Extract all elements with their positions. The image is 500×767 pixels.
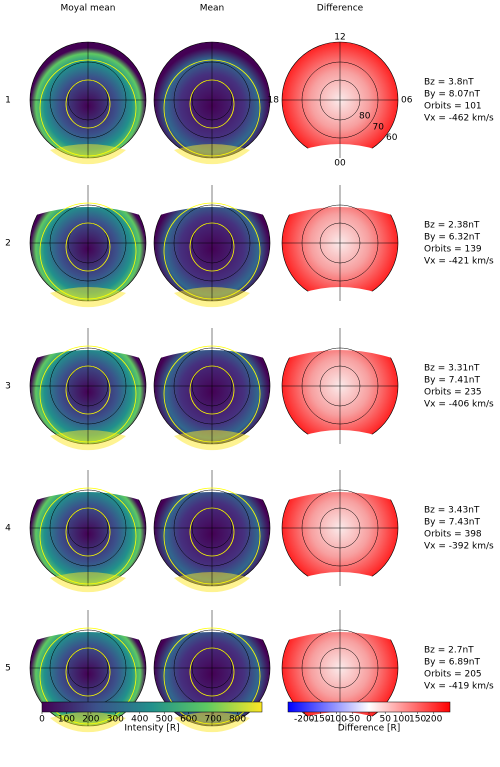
oval-boundary (39, 202, 137, 300)
parameter: Bz = 3.43nT (424, 506, 480, 516)
colorbar-tick-label: 100 (58, 715, 75, 725)
parameter: Bz = 3.31nT (424, 364, 480, 374)
parameter: By = 7.41nT (424, 376, 481, 386)
parameter: Orbits = 101 (424, 102, 482, 112)
colorbar (287, 701, 451, 713)
oval-boundary (39, 627, 137, 725)
parameter: By = 8.07nT (424, 90, 481, 100)
row-label: 1 (5, 96, 11, 106)
column-title: Difference (317, 4, 364, 14)
oval-boundary (163, 345, 261, 443)
row-label: 5 (5, 664, 11, 674)
parameter: Bz = 2.38nT (424, 221, 480, 231)
oval-boundary (163, 487, 261, 585)
colorbar-tick-label: 150 (409, 715, 426, 725)
oval-boundary (39, 59, 137, 157)
colorbar-tick-label: 600 (180, 715, 197, 725)
colorbar-tick-label: 200 (425, 715, 442, 725)
colorbar-tick-label: -200 (294, 715, 315, 725)
colorbar-label: Difference [R] (338, 724, 401, 734)
oval-boundary (65, 222, 111, 272)
parameter: Bz = 2.7nT (424, 646, 474, 656)
colorbar-tick-label: 0 (39, 715, 45, 725)
oval-boundary (189, 222, 235, 272)
panels: Moyal mean Mean Difference 1 Bz = 3.8nT By = … (5, 4, 494, 734)
parameter: Vx = -462 km/s (424, 114, 494, 124)
parameter: Vx = -421 km/s (424, 257, 494, 267)
colorbar-tick-label: 100 (393, 715, 410, 725)
polar-label: 06 (401, 96, 413, 106)
oval-boundary (39, 345, 137, 443)
oval-boundary (189, 647, 235, 697)
polar-label: 60 (386, 133, 398, 143)
polar-label: 18 (268, 96, 280, 106)
oval-boundary (65, 79, 111, 129)
parameter: Vx = -392 km/s (424, 542, 494, 552)
oval-boundary (39, 487, 137, 585)
row-label: 2 (5, 239, 11, 249)
oval-boundary (189, 507, 235, 557)
oval-boundary (65, 365, 111, 415)
parameter: Orbits = 139 (424, 245, 482, 255)
oval-boundary (163, 59, 261, 157)
colorbar-tick-label: 400 (131, 715, 148, 725)
colorbar (41, 701, 263, 713)
parameter: Bz = 3.8nT (424, 78, 474, 88)
row-label: 3 (5, 382, 11, 392)
polar-label: 80 (359, 112, 371, 122)
oval-boundary (189, 79, 235, 129)
colorbar-tick-label: -100 (326, 715, 347, 725)
parameter: Orbits = 398 (424, 530, 482, 540)
parameter: By = 6.32nT (424, 233, 481, 243)
parameter: By = 6.89nT (424, 658, 481, 668)
column-title: Mean (200, 4, 225, 14)
oval-boundary (163, 202, 261, 300)
colorbar-tick-label: -50 (345, 715, 360, 725)
colorbar-tick-label: 200 (82, 715, 99, 725)
polar-label: 70 (373, 122, 385, 132)
oval-boundary (189, 365, 235, 415)
colorbar-tick-label: 300 (107, 715, 124, 725)
polar-label: 00 (334, 159, 346, 169)
row-label: 4 (5, 524, 11, 534)
polar-label: 12 (334, 33, 345, 43)
colorbar-tick-label: -150 (310, 715, 331, 725)
parameter: Vx = -419 km/s (424, 682, 494, 692)
parameter: Orbits = 205 (424, 670, 482, 680)
colorbar-tick-label: 800 (229, 715, 246, 725)
parameter: By = 7.43nT (424, 518, 481, 528)
colorbar-tick-label: 700 (205, 715, 222, 725)
oval-boundary (65, 647, 111, 697)
oval-boundary (65, 507, 111, 557)
parameter: Vx = -406 km/s (424, 400, 494, 410)
colorbar-tick-label: 0 (366, 715, 372, 725)
colorbar-label: Intensity [R] (124, 724, 179, 734)
parameter: Orbits = 235 (424, 388, 482, 398)
oval-boundary (163, 627, 261, 725)
colorbar-tick-label: 500 (156, 715, 173, 725)
column-title: Moyal mean (61, 4, 116, 14)
colorbar-tick-label: 50 (379, 715, 391, 725)
